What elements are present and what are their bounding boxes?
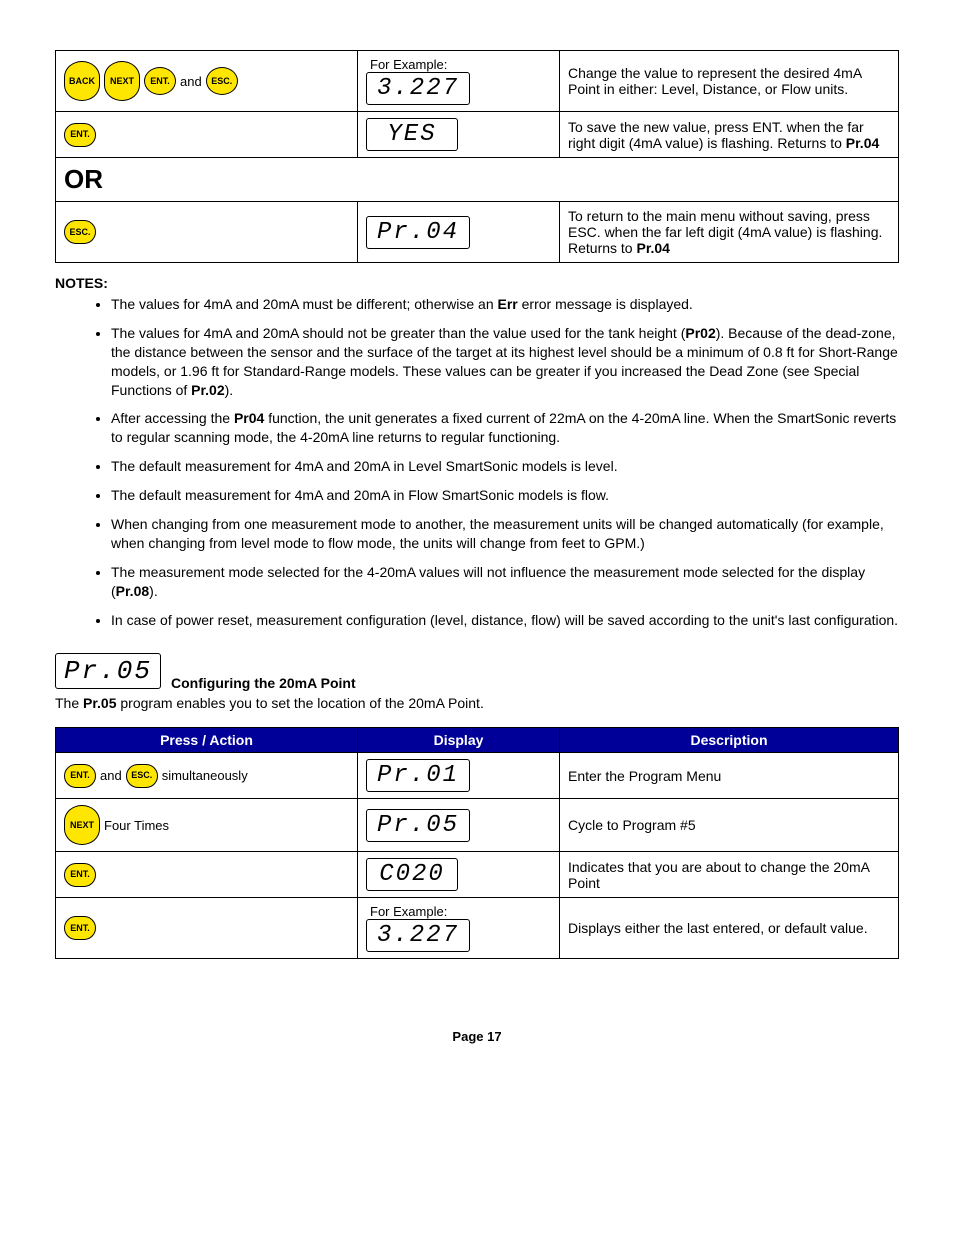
section-title: Configuring the 20mA Point bbox=[171, 675, 356, 691]
desc-cell: Enter the Program Menu bbox=[560, 753, 899, 799]
display-cell: For Example: 3.227 bbox=[358, 51, 560, 112]
note-item: The measurement mode selected for the 4-… bbox=[111, 563, 899, 601]
esc-button[interactable]: ESC. bbox=[64, 220, 96, 244]
notes-list: The values for 4mA and 20mA must be diff… bbox=[55, 295, 899, 629]
desc-text: To return to the main menu without savin… bbox=[568, 208, 882, 256]
desc-cell: To return to the main menu without savin… bbox=[560, 202, 899, 263]
lcd-display: YES bbox=[366, 118, 458, 151]
display-cell: Pr.01 bbox=[358, 753, 560, 799]
lcd-display: C020 bbox=[366, 858, 458, 891]
esc-button[interactable]: ESC. bbox=[206, 67, 238, 95]
display-cell: Pr.05 bbox=[358, 799, 560, 852]
action-cell: ENT. bbox=[56, 898, 358, 959]
display-cell: YES bbox=[358, 112, 560, 158]
action-cell: ESC. bbox=[56, 202, 358, 263]
lcd-display: Pr.04 bbox=[366, 216, 470, 249]
pr05-table: Press / Action Display Description ENT. … bbox=[55, 727, 899, 959]
th-display: Display bbox=[358, 728, 560, 753]
action-cell: NEXT Four Times bbox=[56, 799, 358, 852]
lcd-display: Pr.01 bbox=[366, 759, 470, 792]
and-word: and bbox=[180, 74, 202, 89]
display-cell: C020 bbox=[358, 852, 560, 898]
desc-cell: Cycle to Program #5 bbox=[560, 799, 899, 852]
lcd-display: Pr.05 bbox=[366, 809, 470, 842]
note-item: The values for 4mA and 20mA must be diff… bbox=[111, 295, 899, 314]
desc-bold: Pr.04 bbox=[636, 240, 669, 256]
and-word: and bbox=[100, 768, 122, 783]
desc-text: Change the value to represent the desire… bbox=[568, 65, 861, 97]
section-intro: The Pr.05 program enables you to set the… bbox=[55, 695, 899, 711]
or-separator: OR bbox=[56, 158, 899, 202]
th-action: Press / Action bbox=[56, 728, 358, 753]
esc-button[interactable]: ESC. bbox=[126, 764, 158, 788]
note-item: When changing from one measurement mode … bbox=[111, 515, 899, 553]
section-header: Pr.05 Configuring the 20mA Point bbox=[55, 653, 899, 691]
desc-cell: Change the value to represent the desire… bbox=[560, 51, 899, 112]
back-button[interactable]: BACK bbox=[64, 61, 100, 101]
top-table: BACK NEXT ENT. and ESC. For Example: 3.2… bbox=[55, 50, 899, 263]
for-example-label: For Example: bbox=[366, 904, 551, 919]
lcd-display: 3.227 bbox=[366, 72, 470, 105]
next-button[interactable]: NEXT bbox=[64, 805, 100, 845]
simultaneously-word: simultaneously bbox=[162, 768, 248, 783]
page-number: Page 17 bbox=[55, 1029, 899, 1044]
th-desc: Description bbox=[560, 728, 899, 753]
action-cell: BACK NEXT ENT. and ESC. bbox=[56, 51, 358, 112]
desc-cell: To save the new value, press ENT. when t… bbox=[560, 112, 899, 158]
note-item: The values for 4mA and 20mA should not b… bbox=[111, 324, 899, 400]
for-example-label: For Example: bbox=[366, 57, 551, 72]
section-lcd: Pr.05 bbox=[55, 653, 161, 689]
ent-button[interactable]: ENT. bbox=[64, 863, 96, 887]
next-button[interactable]: NEXT bbox=[104, 61, 140, 101]
action-cell: ENT. bbox=[56, 852, 358, 898]
four-times-word: Four Times bbox=[104, 818, 169, 833]
display-cell: For Example: 3.227 bbox=[358, 898, 560, 959]
lcd-display: 3.227 bbox=[366, 919, 470, 952]
action-cell: ENT. and ESC. simultaneously bbox=[56, 753, 358, 799]
desc-bold: Pr.04 bbox=[846, 135, 879, 151]
desc-cell: Displays either the last entered, or def… bbox=[560, 898, 899, 959]
note-item: The default measurement for 4mA and 20mA… bbox=[111, 486, 899, 505]
action-cell: ENT. bbox=[56, 112, 358, 158]
note-item: After accessing the Pr04 function, the u… bbox=[111, 409, 899, 447]
display-cell: Pr.04 bbox=[358, 202, 560, 263]
ent-button[interactable]: ENT. bbox=[144, 67, 176, 95]
desc-cell: Indicates that you are about to change t… bbox=[560, 852, 899, 898]
ent-button[interactable]: ENT. bbox=[64, 123, 96, 147]
ent-button[interactable]: ENT. bbox=[64, 916, 96, 940]
ent-button[interactable]: ENT. bbox=[64, 764, 96, 788]
desc-text: To save the new value, press ENT. when t… bbox=[568, 119, 864, 151]
note-item: The default measurement for 4mA and 20mA… bbox=[111, 457, 899, 476]
note-item: In case of power reset, measurement conf… bbox=[111, 611, 899, 630]
notes-heading: NOTES: bbox=[55, 275, 899, 291]
